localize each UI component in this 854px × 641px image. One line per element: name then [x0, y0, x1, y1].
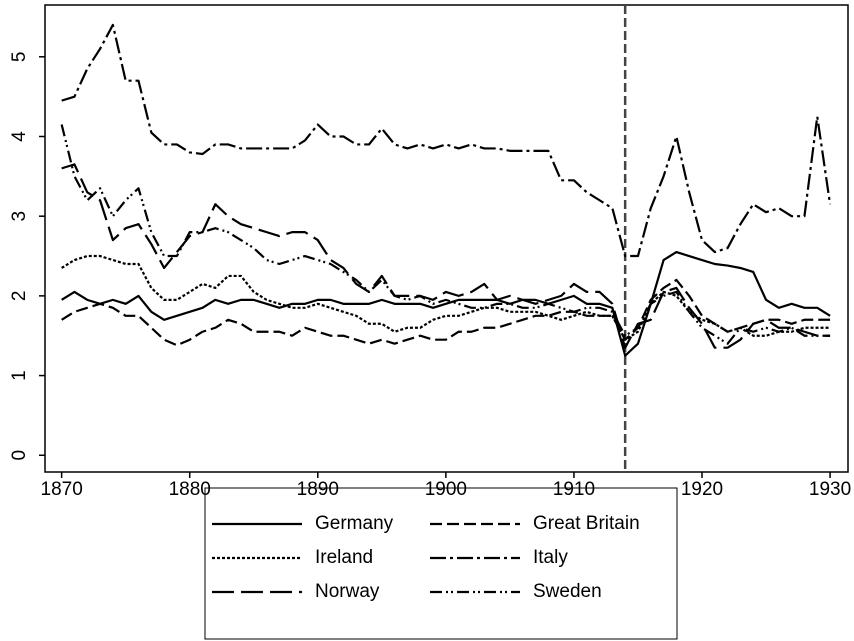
legend-label: Great Britain — [533, 513, 640, 534]
series-line — [61, 278, 831, 347]
legend-box — [204, 487, 678, 640]
series-line — [61, 163, 831, 349]
legend-label: Germany — [315, 513, 394, 534]
x-tick-label: 1920 — [681, 479, 723, 500]
x-tick-label: 1910 — [553, 479, 595, 500]
plot-frame — [44, 4, 849, 473]
y-tick-label: 0 — [9, 450, 30, 461]
series-line — [61, 254, 831, 341]
legend-label: Norway — [315, 581, 380, 602]
legend-label: Sweden — [533, 581, 602, 602]
y-tick-label: 1 — [9, 370, 30, 381]
x-tick-label: 1890 — [297, 479, 339, 500]
y-tick-label: 4 — [9, 131, 30, 142]
y-tick-label: 3 — [9, 211, 30, 222]
series-line — [61, 250, 831, 357]
x-tick-label: 1900 — [425, 479, 467, 500]
x-tick-label: 1880 — [169, 479, 211, 500]
x-tick-label: 1930 — [809, 479, 851, 500]
y-tick-label: 5 — [9, 52, 30, 63]
series-line — [60, 124, 831, 345]
y-tick-label: 2 — [9, 291, 30, 302]
legend-label: Italy — [533, 547, 568, 568]
x-tick-label: 1870 — [41, 479, 83, 500]
legend-label: Ireland — [315, 547, 373, 568]
series-line — [61, 23, 832, 258]
